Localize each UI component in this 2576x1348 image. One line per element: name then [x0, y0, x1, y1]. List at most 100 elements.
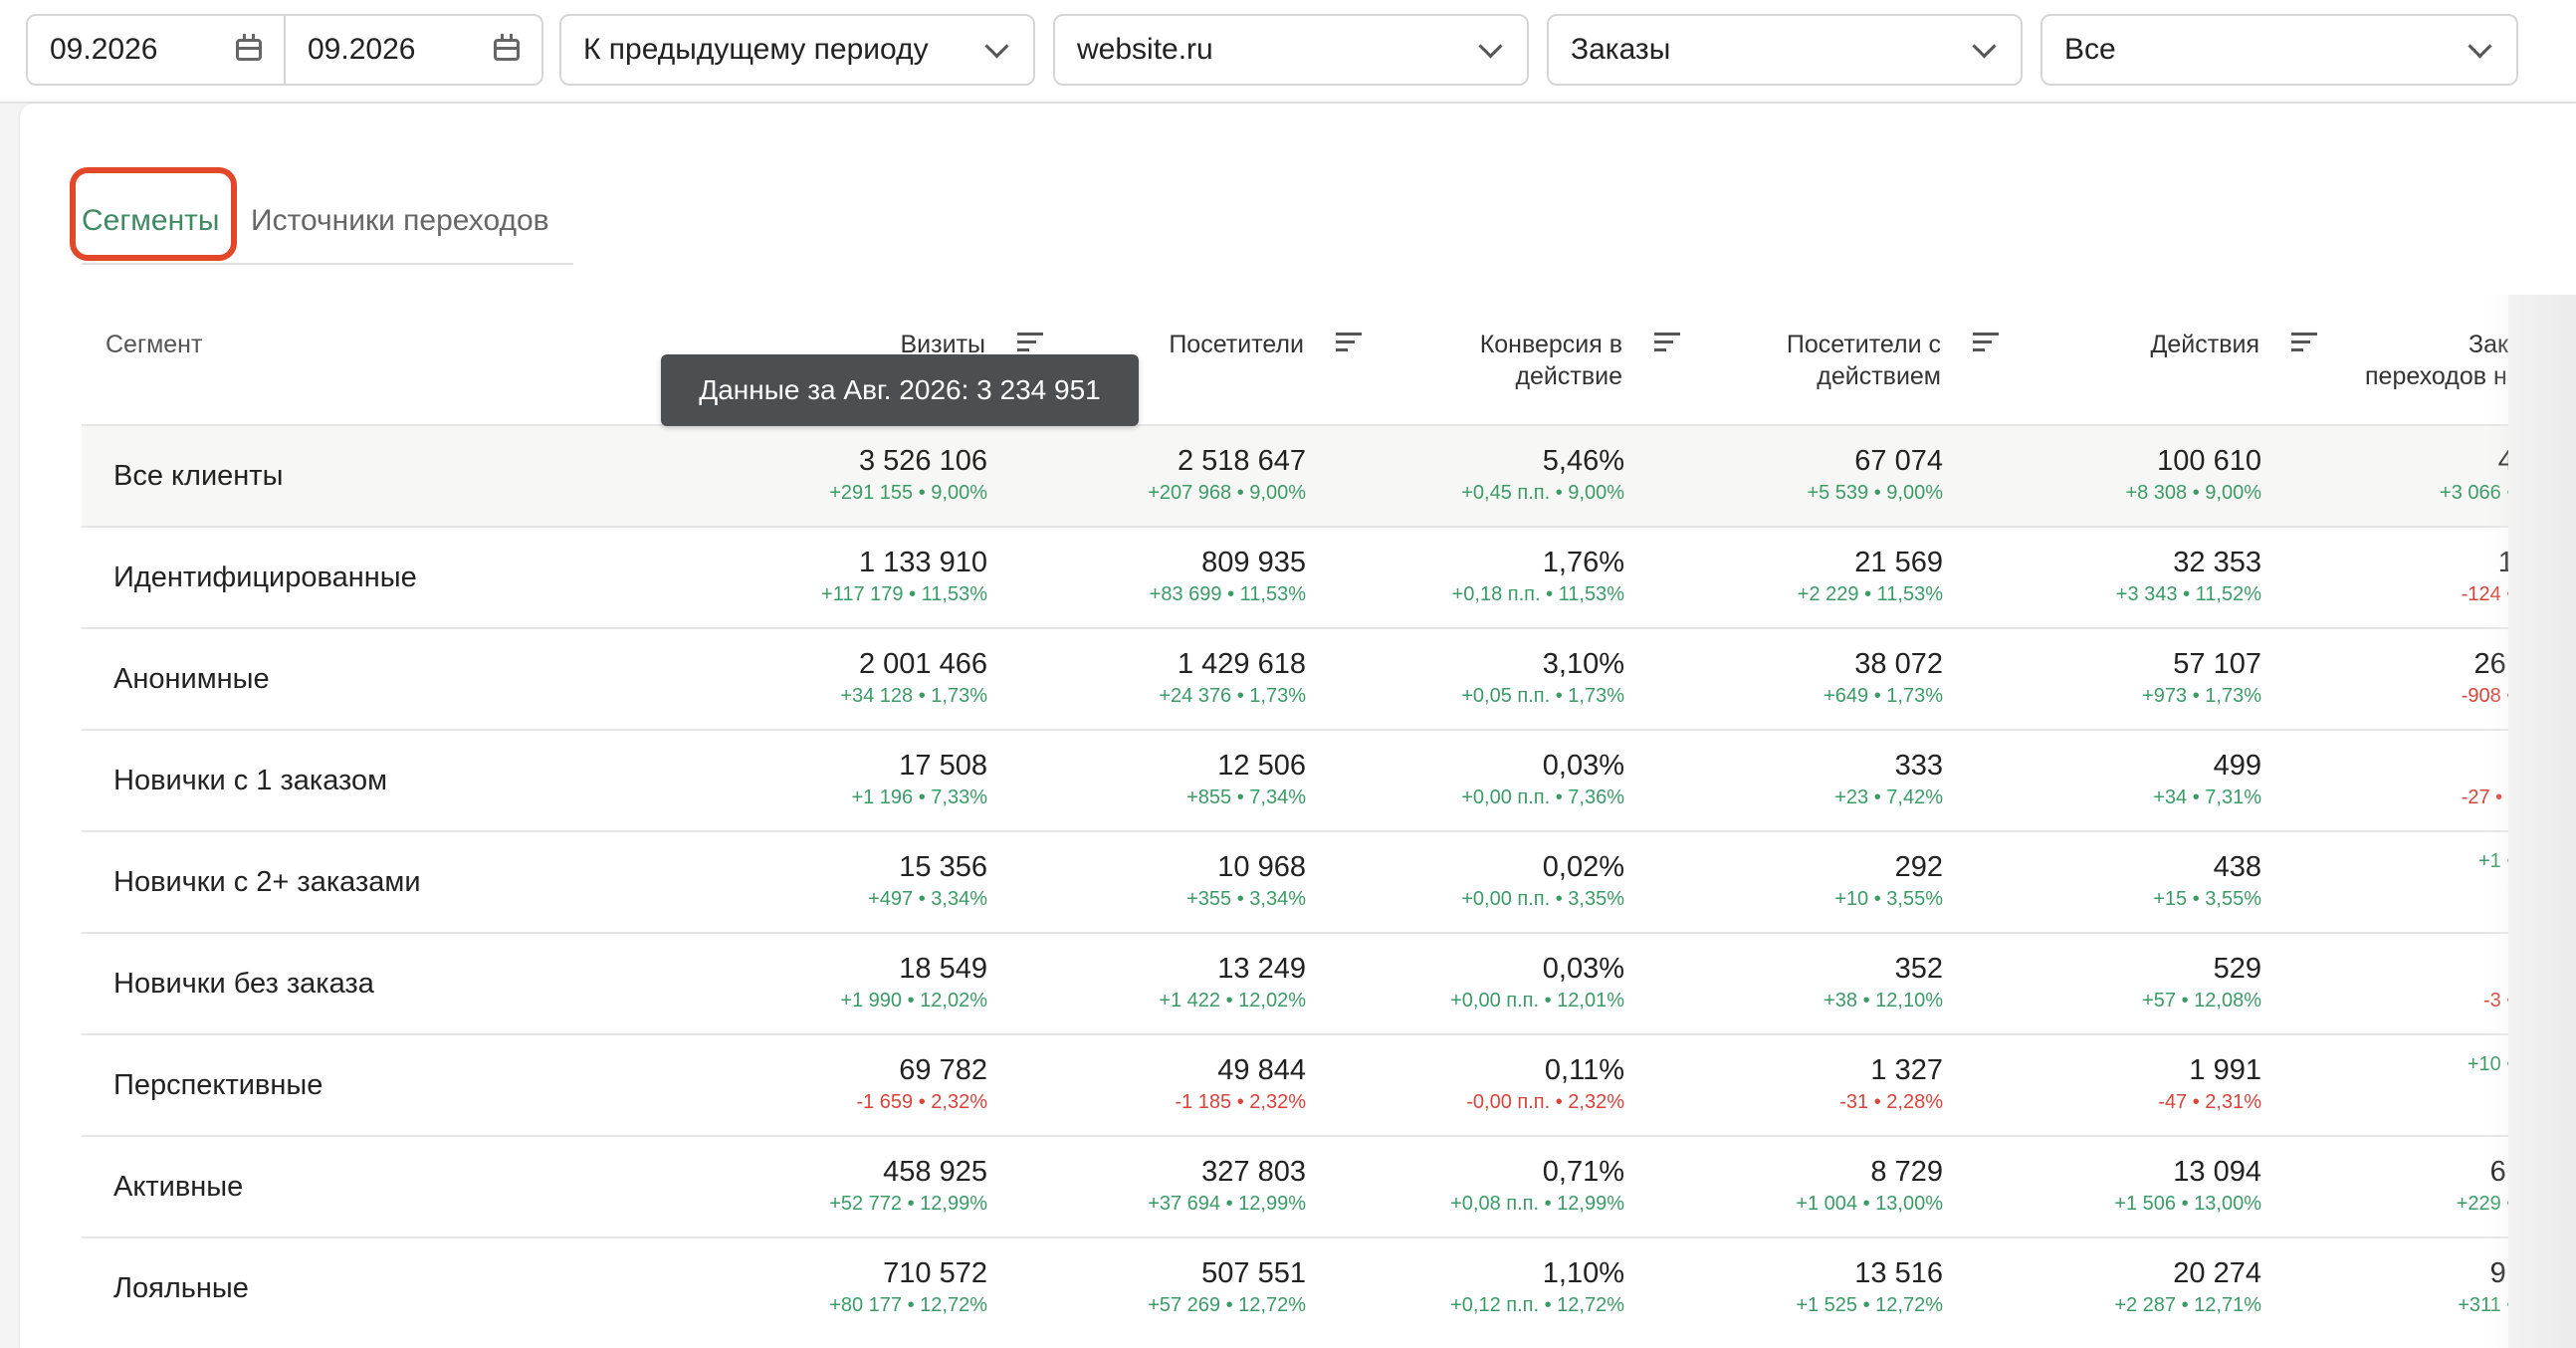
date-from-value: 09.2026 — [50, 33, 158, 66]
orders-value: 44 — [2232, 442, 2530, 480]
actions-cell: 20 274 +2 287 • 12,71% — [1963, 1254, 2261, 1318]
actors-delta: +649 • 1,73% — [1824, 685, 1943, 707]
header-visitors-label: Посетители — [1169, 331, 1304, 358]
site-select[interactable]: website.ru — [1053, 14, 1529, 86]
table-clip-edge — [2508, 295, 2576, 1348]
actors-value: 67 074 — [1854, 445, 1943, 477]
table-row[interactable]: Анонимные 2 001 466 +34 128 • 1,73% 1 429 6… — [82, 627, 2530, 729]
visits-cell: 15 356 +497 • 3,34% — [689, 848, 987, 912]
table-row[interactable]: Лояльные 710 572 +80 177 • 12,72% 507 551 +5… — [82, 1236, 2530, 1338]
conv-cell: 3,10% +0,05 п.п. • 1,73% — [1326, 645, 1624, 709]
table-row[interactable]: Идентифицированные 1 133 910 +117 179 • 11… — [82, 526, 2530, 627]
table-row[interactable]: Новички без заказа 18 549 +1 990 • 12,02% 1… — [82, 932, 2530, 1033]
visitors-cell: 507 551 +57 269 • 12,72% — [1007, 1254, 1306, 1318]
scope-value: Все — [2064, 33, 2116, 66]
visits-delta: +1 990 • 12,02% — [840, 990, 987, 1011]
conv-delta: -0,00 п.п. • 2,32% — [1466, 1091, 1624, 1113]
visits-delta: +1 196 • 7,33% — [851, 786, 987, 808]
visitors-delta: -1 185 • 2,32% — [1175, 1091, 1306, 1113]
actors-delta: +1 004 • 13,00% — [1796, 1193, 1943, 1215]
sort-icon[interactable] — [1017, 333, 1043, 354]
header-segment[interactable]: Сегмент — [106, 331, 203, 358]
actions-cell: 529 +57 • 12,08% — [1963, 950, 2261, 1013]
chevron-down-icon — [984, 33, 1009, 59]
sort-icon[interactable] — [2291, 333, 2317, 354]
conv-delta: +0,00 п.п. • 3,35% — [1461, 888, 1624, 910]
visits-value: 710 572 — [883, 1257, 987, 1289]
header-visits[interactable]: Визиты — [669, 329, 986, 360]
header-conversion-line2: действие — [1515, 362, 1622, 390]
actions-value: 32 353 — [2173, 547, 2261, 578]
tab-highlight-frame — [70, 167, 237, 261]
conv-cell: 1,10% +0,12 п.п. • 12,72% — [1326, 1254, 1624, 1318]
orders-delta: +311 • 3 — [2458, 1294, 2530, 1316]
actors-value: 38 072 — [1854, 648, 1943, 680]
visits-value: 2 001 466 — [858, 648, 987, 680]
tab-traffic-sources[interactable]: Источники переходов — [251, 179, 549, 263]
header-visitors[interactable]: Посетители — [987, 329, 1304, 360]
table-row[interactable]: Перспективные 69 782 -1 659 • 2,32% 49 844 -… — [82, 1033, 2530, 1135]
chevron-down-icon — [2468, 33, 2492, 59]
visitors-value: 507 551 — [1201, 1257, 1306, 1289]
metric-value: Заказы — [1571, 33, 1671, 66]
visitors-cell: 49 844 -1 185 • 2,32% — [1007, 1051, 1306, 1115]
conv-delta: +0,08 п.п. • 12,99% — [1450, 1193, 1624, 1215]
actions-delta: +3 343 • 11,52% — [2115, 583, 2261, 605]
actions-delta: -47 • 2,31% — [2158, 1091, 2261, 1113]
actors-delta: +1 525 • 12,72% — [1796, 1294, 1943, 1316]
sort-icon[interactable] — [1654, 333, 1680, 354]
visitors-value: 809 935 — [1201, 547, 1306, 578]
actors-cell: 38 072 +649 • 1,73% — [1644, 645, 1943, 709]
orders-cell: 16-124 • 0 — [2232, 544, 2530, 607]
scope-select[interactable]: Все — [2040, 14, 2518, 86]
sort-icon[interactable] — [1336, 333, 1362, 354]
visits-delta: +52 772 • 12,99% — [829, 1193, 987, 1215]
conv-delta: +0,12 п.п. • 12,72% — [1450, 1294, 1624, 1316]
conv-value: 5,46% — [1542, 445, 1624, 477]
header-conversion[interactable]: Конверсия в действие — [1306, 329, 1622, 392]
actions-value: 13 094 — [2173, 1156, 2261, 1188]
actions-cell: 438 +15 • 3,55% — [1963, 848, 2261, 912]
actors-value: 13 516 — [1854, 1257, 1943, 1289]
header-actors[interactable]: Посетители с действием — [1624, 329, 1941, 392]
sort-icon[interactable] — [1973, 333, 1999, 354]
calendar-icon[interactable] — [494, 34, 520, 61]
conv-cell: 1,76% +0,18 п.п. • 11,53% — [1326, 544, 1624, 607]
comparison-select[interactable]: К предыдущему периоду — [559, 14, 1035, 86]
tab-segments[interactable]: Сегменты — [70, 167, 237, 263]
visits-cell: 18 549 +1 990 • 12,02% — [689, 950, 987, 1013]
table-row[interactable]: Новички с 1 заказом 17 508 +1 196 • 7,33% 1… — [82, 729, 2530, 830]
actions-delta: +57 • 12,08% — [2142, 990, 2261, 1011]
header-actions[interactable]: Действия — [1943, 329, 2259, 360]
segment-name: Все клиенты — [113, 460, 284, 492]
visitors-delta: +83 699 • 11,53% — [1149, 583, 1306, 605]
actors-value: 21 569 — [1854, 547, 1943, 578]
calendar-icon[interactable] — [236, 34, 262, 61]
visitors-cell: 2 518 647 +207 968 • 9,00% — [1007, 442, 1306, 506]
visits-value: 69 782 — [899, 1054, 987, 1086]
actions-value: 20 274 — [2173, 1257, 2261, 1289]
visitors-value: 13 249 — [1217, 953, 1306, 985]
visits-delta: +291 155 • 9,00% — [829, 482, 987, 504]
date-from-field[interactable]: 09.2026 — [28, 16, 284, 84]
header-actors-line1: Посетители с — [1786, 331, 1941, 358]
metric-select[interactable]: Заказы — [1547, 14, 2023, 86]
table-row[interactable]: Активные 458 925 +52 772 • 12,99% 327 803 +3… — [82, 1135, 2530, 1236]
orders-delta: +229 • 3 — [2456, 1193, 2530, 1215]
table-row[interactable]: Новички с 2+ заказами 15 356 +497 • 3,34% 1… — [82, 830, 2530, 932]
report-tabs: Сегменты Источники переходов — [70, 167, 573, 265]
conv-cell: 5,46% +0,45 п.п. • 9,00% — [1326, 442, 1624, 506]
conv-cell: 0,03% +0,00 п.п. • 7,36% — [1326, 747, 1624, 810]
segment-name: Активные — [113, 1171, 244, 1203]
visitors-delta: +57 269 • 12,72% — [1148, 1294, 1306, 1316]
visitors-cell: 327 803 +37 694 • 12,99% — [1007, 1153, 1306, 1217]
conv-value: 0,03% — [1542, 750, 1624, 782]
actions-value: 529 — [2213, 953, 2261, 985]
visitors-cell: 1 429 618 +24 376 • 1,73% — [1007, 645, 1306, 709]
visits-value: 3 526 106 — [858, 445, 987, 477]
table-row[interactable]: Все клиенты 3 526 106 +291 155 • 9,00% 2 51… — [82, 424, 2530, 526]
comparison-value: К предыдущему периоду — [583, 33, 929, 66]
actors-delta: +2 229 • 11,53% — [1797, 583, 1943, 605]
date-to-field[interactable]: 09.2026 — [284, 16, 541, 84]
visits-value: 1 133 910 — [858, 547, 987, 578]
